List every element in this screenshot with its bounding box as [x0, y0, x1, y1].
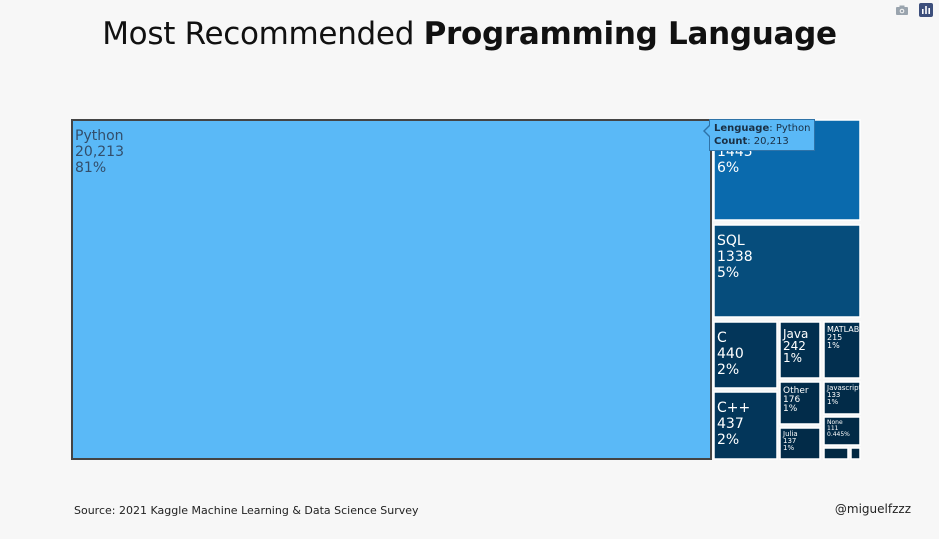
tile-label-count: 137 — [783, 437, 796, 445]
tile-label-name: Julia — [782, 430, 798, 438]
tile-label-percent: 1% — [827, 341, 840, 350]
tile-c-[interactable] — [713, 391, 778, 460]
tile-label-name: Java — [782, 327, 808, 341]
tile-label-percent: 1% — [783, 351, 802, 365]
tile-label-count: 176 — [783, 395, 800, 405]
tile-c[interactable] — [713, 321, 778, 389]
tile-label-percent: 2% — [717, 362, 739, 378]
tile-python[interactable] — [71, 119, 712, 460]
tooltip-key-language: Lenguage — [714, 123, 770, 134]
chart-title-light: Most Recommended — [102, 16, 424, 52]
tile-label-name: Javascript — [826, 384, 862, 392]
tile-unlabeled-11[interactable] — [823, 447, 849, 460]
tile-label-count: 215 — [827, 333, 842, 342]
tile-label-name: C++ — [717, 400, 750, 416]
tile-label-percent: 81% — [75, 160, 106, 176]
tile-label-name: None — [827, 419, 843, 426]
tile-label-name: C — [717, 330, 727, 346]
plotly-logo-icon[interactable] — [919, 3, 933, 17]
tile-julia[interactable] — [779, 427, 821, 460]
tile-label-count: 437 — [717, 416, 744, 432]
hover-tooltip: Lenguage: Python Count: 20,213 — [702, 119, 816, 151]
tile-javascript[interactable] — [823, 381, 861, 415]
tile-label-count: 133 — [827, 391, 840, 399]
tile-unlabeled-12[interactable] — [850, 447, 861, 460]
author-handle: @miguelfzzz — [834, 502, 911, 516]
tile-label-percent: 1% — [827, 398, 838, 406]
tile-sql[interactable] — [713, 224, 861, 318]
tile-label-count: 440 — [717, 346, 744, 362]
modebar — [895, 3, 933, 17]
camera-icon[interactable] — [895, 3, 909, 17]
tile-none[interactable] — [823, 416, 861, 446]
tile-label-count: 111 — [827, 425, 839, 432]
tile-label-count: 20,213 — [75, 144, 124, 160]
tile-java[interactable] — [779, 321, 821, 379]
tile-label-name: Other — [783, 386, 809, 396]
tile-other[interactable] — [779, 381, 821, 425]
tile-label-count: 242 — [783, 339, 806, 353]
source-note: Source: 2021 Kaggle Machine Learning & D… — [74, 504, 419, 517]
tile-label-percent: 1% — [783, 444, 794, 452]
chart-title-bold: Programming Language — [423, 16, 837, 52]
tile-matlab[interactable] — [823, 321, 861, 379]
tile-label-name: MATLAB — [827, 325, 859, 334]
tile-label-percent: 6% — [717, 160, 739, 176]
tile-label-percent: 1% — [783, 404, 798, 414]
tile-label-count: 1338 — [717, 249, 753, 265]
tile-label-percent: 0.445% — [827, 431, 850, 438]
tooltip-value-count: 20,213 — [753, 136, 789, 147]
tile-label-percent: 2% — [717, 432, 739, 448]
tile-label-name: Python — [75, 128, 124, 144]
chart-title: Most Recommended Programming Language — [0, 16, 939, 52]
tooltip-value-language: Python — [775, 123, 811, 134]
tile-label-percent: 5% — [717, 265, 739, 281]
tooltip-key-count: Count — [714, 136, 748, 147]
tile-label-name: SQL — [717, 233, 745, 249]
